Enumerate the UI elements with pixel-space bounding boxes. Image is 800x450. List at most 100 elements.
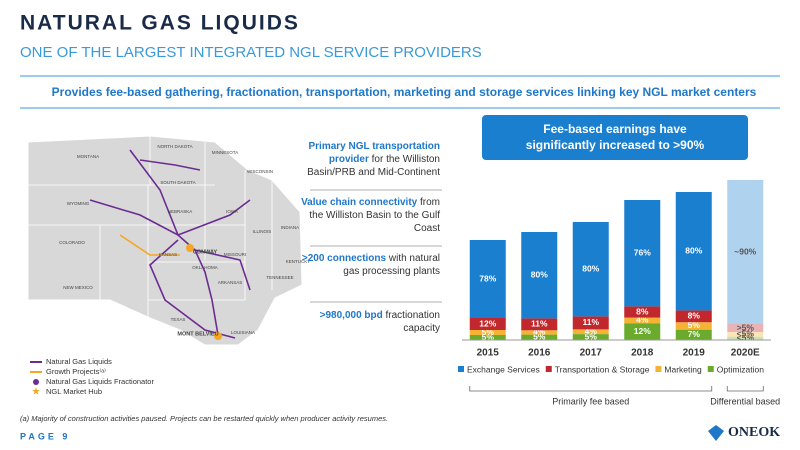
- data-label: 4%: [585, 326, 598, 336]
- data-label: 12%: [479, 318, 496, 328]
- data-label: 80%: [531, 269, 548, 279]
- map-label: LOUISIANA: [231, 330, 255, 335]
- map-label: MONT BELVIEU: [177, 331, 218, 337]
- data-label: 78%: [479, 273, 496, 283]
- map-label: TEXAS: [171, 317, 186, 322]
- bar-segment: [469, 335, 506, 340]
- x-tick-label: 2018: [631, 348, 654, 359]
- x-tick-label: 2019: [683, 348, 706, 359]
- map-label: KANSAS: [159, 252, 177, 257]
- map-label: IOWA: [226, 209, 238, 214]
- title: NATURAL GAS LIQUIDS: [20, 12, 300, 35]
- x-tick-label: 2016: [528, 348, 551, 359]
- map-label: CONWAY: [193, 249, 218, 255]
- legend-swatch: [545, 366, 552, 372]
- highlight-bold: Value chain connectivity: [301, 197, 418, 208]
- legend-label: Transportation & Storage: [555, 364, 650, 374]
- group-bracket: [726, 386, 764, 392]
- bar-segment: [521, 334, 558, 340]
- map-label: MISSOURI: [224, 252, 246, 257]
- bar-segment: [469, 318, 506, 330]
- bar-segment: [727, 324, 764, 332]
- map-label: ILLINOIS: [253, 229, 272, 234]
- map-label: ARKANSAS: [218, 280, 243, 285]
- legend-label: Optimization: [717, 364, 765, 374]
- data-label: 4%: [533, 327, 546, 337]
- legend-label: Exchange Services: [467, 364, 540, 374]
- map-label: COLORADO: [59, 240, 85, 245]
- data-label: 4%: [636, 315, 649, 325]
- highlight-text: from the Williston Basin to the Gulf Coa…: [309, 197, 440, 234]
- data-label: 80%: [582, 263, 599, 273]
- map-label: OKLAHOMA: [192, 265, 218, 270]
- market-hub: [186, 244, 194, 252]
- bar-segment: [675, 310, 712, 323]
- map-label: SOUTH DAKOTA: [160, 180, 195, 185]
- highlight-text: for the Williston Basin/PRB and Mid-Cont…: [307, 154, 440, 178]
- chart: 5%5%12%78%20155%4%11%80%20165%4%11%80%20…: [458, 180, 780, 406]
- page-number: PAGE 9: [20, 431, 70, 441]
- bar-segment: [572, 316, 609, 330]
- bar-segment: [624, 317, 661, 324]
- highlight: Value chain connectivity from the Willis…: [300, 196, 440, 235]
- bar-segment: [675, 322, 712, 330]
- bar-segment: [727, 336, 764, 340]
- data-label: 5%: [533, 332, 546, 342]
- map-label: TENNESSEE: [266, 275, 293, 280]
- market-hub: [214, 332, 222, 340]
- group-label: Primarily fee based: [552, 396, 629, 406]
- logo: ONEOK: [728, 425, 780, 440]
- group-label: Differential based: [710, 396, 780, 406]
- subtitle: ONE OF THE LARGEST INTEGRATED NGL SERVIC…: [20, 44, 482, 61]
- bar-segment: [572, 329, 609, 335]
- data-label: 5%: [585, 331, 598, 341]
- data-label: >5%: [737, 322, 755, 332]
- legend-label: Natural Gas Liquids Fractionator: [46, 377, 154, 386]
- map-label: WISCONSIN: [247, 169, 273, 174]
- map-label: WYOMING: [67, 201, 90, 206]
- x-tick-label: 2017: [580, 348, 603, 359]
- data-label: 76%: [634, 247, 651, 257]
- bar-segment: [469, 240, 506, 318]
- legend-label: Marketing: [664, 364, 702, 374]
- x-tick-label: 2015: [477, 348, 500, 359]
- bar-segment: [572, 222, 609, 317]
- highlight: >980,000 bpd fractionation capacity: [300, 309, 440, 335]
- bar-segment: [624, 306, 661, 318]
- bar-segment: [727, 180, 764, 324]
- map-label: NEW MEXICO: [63, 285, 93, 290]
- highlight-bold: >200 connections: [301, 253, 387, 264]
- map: [27, 135, 303, 346]
- legend-swatch: [33, 379, 39, 385]
- data-label: 5%: [688, 320, 701, 330]
- data-label: <5%: [737, 333, 755, 343]
- bar-segment: [521, 318, 558, 331]
- tagline: Provides fee-based gathering, fractionat…: [52, 85, 757, 99]
- callout-box: [482, 115, 748, 160]
- footnote: (a) Majority of construction activities …: [20, 414, 388, 423]
- data-label: 8%: [688, 311, 701, 321]
- legend-label: NGL Market Hub: [46, 387, 102, 396]
- legend-label: Natural Gas Liquids: [46, 357, 112, 366]
- bar-segment: [521, 232, 558, 319]
- highlight-bold: Primary NGL transportation provider: [308, 141, 440, 165]
- growth-project: [119, 234, 180, 256]
- bar-segment: [727, 332, 764, 337]
- highlight-text: with natural gas processing plants: [343, 253, 440, 277]
- data-label: 80%: [685, 245, 702, 255]
- map-label: MONTANA: [77, 154, 99, 159]
- data-label: 12%: [634, 326, 651, 336]
- x-tick-label: 2020E: [731, 348, 760, 359]
- group-bracket: [469, 386, 713, 392]
- data-label: <5%: [737, 329, 755, 339]
- bar-segment: [675, 192, 712, 311]
- highlight: >200 connections with natural gas proces…: [300, 252, 440, 278]
- data-label: 7%: [688, 329, 701, 339]
- bar-segment: [675, 329, 712, 340]
- highlight: Primary NGL transportation provider for …: [300, 140, 440, 179]
- logo-mark: [708, 425, 724, 441]
- highlight-text: fractionation capacity: [382, 310, 441, 334]
